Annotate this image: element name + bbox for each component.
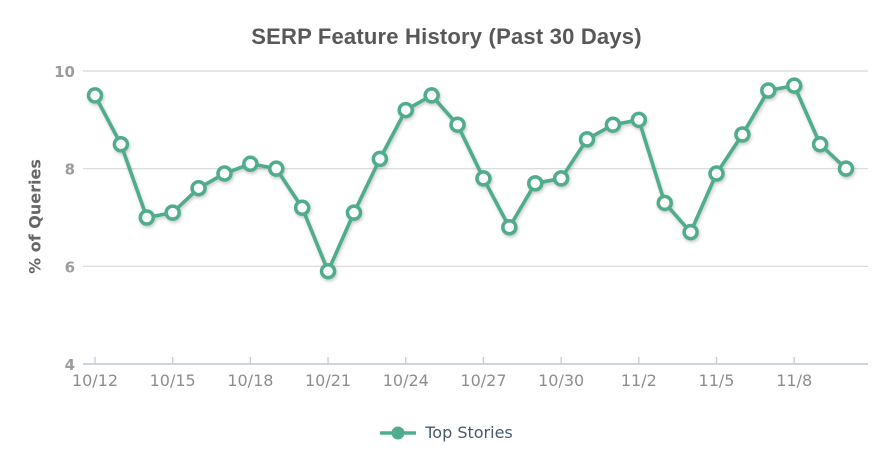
data-point-marker[interactable] [138,209,156,226]
y-tick-label: 8 [65,161,75,179]
x-tick-label: 10/21 [305,371,351,390]
data-point-marker[interactable] [630,111,648,129]
data-point-marker[interactable] [371,150,389,168]
data-point-marker[interactable] [526,175,544,192]
data-point-marker[interactable] [449,116,466,133]
data-point-marker[interactable] [760,82,777,99]
y-tick-label: 10 [54,63,75,81]
data-point-marker[interactable] [785,77,803,94]
data-point-marker[interactable] [190,179,207,197]
x-tick-label: 10/30 [538,371,584,390]
data-point-marker[interactable] [293,199,311,216]
data-point-marker[interactable] [242,155,259,173]
x-tick-label: 11/2 [621,371,657,390]
data-point-marker[interactable] [578,131,596,148]
data-point-marker[interactable] [423,87,440,104]
data-point-marker[interactable] [604,116,622,133]
data-point-marker[interactable] [552,170,570,187]
x-tick-label: 10/15 [150,371,196,390]
y-tick-label: 6 [65,258,75,276]
data-point-marker[interactable] [501,219,518,236]
data-point-marker[interactable] [475,170,492,187]
series-top-stories [86,77,855,280]
data-point-marker[interactable] [345,204,363,221]
x-tick-label: 10/12 [72,371,118,390]
data-point-marker[interactable] [708,165,725,182]
y-tick-label: 4 [65,356,75,374]
legend-marker-icon [380,426,417,439]
legend-item-top-stories[interactable]: Top Stories [380,423,513,442]
x-tick-label: 11/8 [776,371,812,390]
x-tick-label: 10/18 [227,371,273,390]
data-point-marker[interactable] [216,165,233,182]
data-point-marker[interactable] [682,223,699,241]
x-tick-label: 10/27 [460,371,506,390]
x-tick-label: 10/24 [383,371,429,390]
data-point-marker[interactable] [86,87,104,104]
data-point-marker[interactable] [397,101,415,119]
chart-title: SERP Feature History (Past 30 Days) [251,24,642,49]
data-point-marker[interactable] [112,136,130,153]
x-tick-label: 11/5 [699,371,735,390]
data-point-marker[interactable] [319,262,337,280]
data-point-marker[interactable] [268,160,285,177]
data-point-marker[interactable] [734,126,751,143]
data-point-marker[interactable] [837,160,855,177]
data-point-marker[interactable] [811,136,829,153]
legend-label: Top Stories [425,423,513,442]
data-point-marker[interactable] [656,194,673,212]
legend: Top Stories [0,423,893,442]
legend-dot [391,426,405,439]
data-point-marker[interactable] [164,204,181,221]
series-line [93,83,848,274]
